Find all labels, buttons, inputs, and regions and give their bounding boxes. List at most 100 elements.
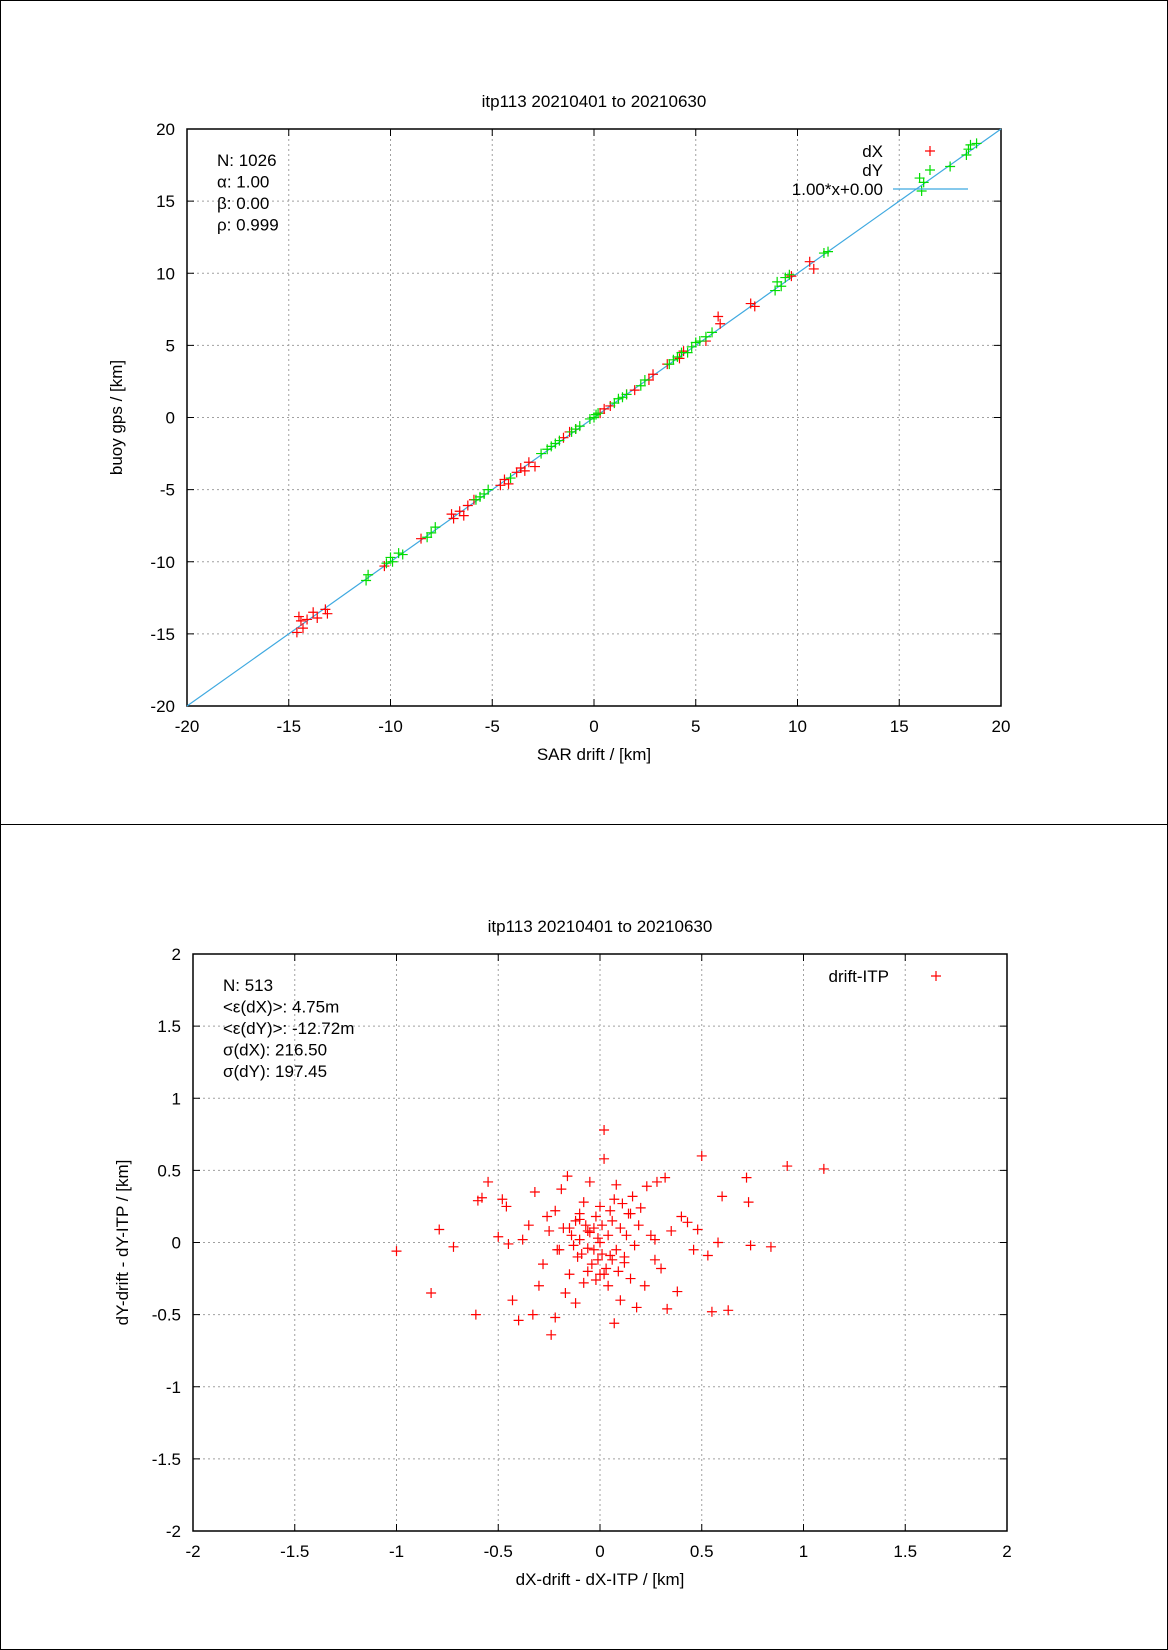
drift-itp-point xyxy=(688,1244,699,1255)
drift-itp-point xyxy=(625,1273,636,1284)
dy-point xyxy=(385,552,396,563)
drift-itp-point xyxy=(645,1230,656,1241)
drift-itp-point xyxy=(546,1329,557,1340)
x-tick-label: -20 xyxy=(175,717,200,736)
y-axis-label: buoy gps / [km] xyxy=(107,360,126,475)
dx-point xyxy=(674,353,685,364)
drift-itp-point xyxy=(588,1244,599,1255)
drift-itp-point xyxy=(590,1275,601,1286)
drift-itp-point xyxy=(595,1201,605,1212)
drift-itp-point xyxy=(527,1309,538,1320)
x-tick-label: 1.5 xyxy=(893,1542,917,1561)
y-tick-label: -0.5 xyxy=(152,1306,181,1325)
drift-itp-point xyxy=(493,1231,504,1242)
drift-itp-point xyxy=(595,1269,605,1280)
x-tick-label: 0 xyxy=(595,1542,604,1561)
plot-frame xyxy=(192,953,1008,1532)
dx-point xyxy=(312,613,323,624)
dy-point xyxy=(772,276,783,287)
dx-point xyxy=(599,403,610,414)
drift-itp-point xyxy=(448,1241,459,1252)
scatter-chart-drift-differences: -2 -1.5 -1 -0.5 0 0.5 1 1.5 2 -2 -1.5 -1 -0.5 0 0.5 1 1.… xyxy=(113,917,1012,1589)
drift-itp-point xyxy=(582,1243,593,1254)
y-tick-label: -10 xyxy=(150,553,175,572)
drift-itp-point xyxy=(745,1240,756,1251)
y-tick-label: 0 xyxy=(172,1234,181,1253)
y-tick-label: 1.5 xyxy=(157,1017,181,1036)
dy-point xyxy=(963,144,974,155)
drift-itp-point xyxy=(597,1249,608,1260)
x-tick-label: -15 xyxy=(276,717,301,736)
drift-itp-point xyxy=(609,1318,620,1329)
stats-line: σ(dX): 216.50 xyxy=(223,1041,327,1060)
stats-line: <ε(dY)>: -12.72m xyxy=(223,1019,354,1038)
drift-itp-point xyxy=(552,1244,563,1255)
dx-point xyxy=(715,318,726,329)
x-tick-label: 20 xyxy=(992,717,1011,736)
drift-itp-point xyxy=(599,1124,610,1135)
dy-point xyxy=(505,473,516,484)
drift-itp-point xyxy=(584,1176,595,1187)
y-tick-label: 20 xyxy=(156,120,175,139)
drift-itp-point xyxy=(529,1187,540,1198)
drift-itp-point xyxy=(741,1172,752,1183)
drift-itp-point xyxy=(578,1277,589,1288)
chart-panel-2: -2 -1.5 -1 -0.5 0 0.5 1 1.5 2 -2 -1.5 -1 -0.5 0 0.5 1 1.… xyxy=(0,824,1168,1650)
x-tick-label: 2 xyxy=(1002,1542,1011,1561)
dy-point xyxy=(584,413,595,424)
legend-label: dY xyxy=(862,161,883,180)
drift-itp-point xyxy=(607,1254,618,1265)
dx-point xyxy=(308,607,319,618)
drift-itp-point xyxy=(497,1194,508,1205)
drift-itp-point xyxy=(476,1192,487,1203)
dy-point xyxy=(483,484,494,495)
drift-itp-point xyxy=(607,1215,618,1226)
drift-itp-point xyxy=(706,1306,717,1317)
y-tick-label: 0 xyxy=(166,409,175,428)
drift-itp-point xyxy=(542,1211,553,1222)
drift-itp-point xyxy=(617,1198,628,1209)
drift-itp-point xyxy=(611,1244,622,1255)
drift-itp-point xyxy=(533,1280,544,1291)
dy-point xyxy=(574,421,585,432)
y-tick-label: -1 xyxy=(166,1378,181,1397)
drift-itp-point xyxy=(743,1197,754,1208)
drift-itp-point xyxy=(609,1194,620,1205)
drift-itp-point xyxy=(582,1225,593,1236)
dy-point xyxy=(479,488,490,499)
dx-point xyxy=(416,533,427,544)
chart-title: itp113 20210401 to 20210630 xyxy=(488,917,713,936)
drift-itp-point xyxy=(660,1172,671,1183)
drift-itp-point xyxy=(595,1237,605,1248)
dy-point xyxy=(664,359,675,370)
dy-point xyxy=(387,556,398,567)
y-axis-label: dY-drift - dY-ITP / [km] xyxy=(113,1160,132,1326)
y-tick-label: 15 xyxy=(156,192,175,211)
drift-itp-point xyxy=(633,1220,644,1231)
drift-itp-point xyxy=(692,1224,703,1235)
drift-itp-point xyxy=(603,1280,614,1291)
drift-itp-point xyxy=(818,1163,829,1174)
dy-point xyxy=(363,569,374,580)
dy-point xyxy=(918,177,929,188)
drift-itp-point xyxy=(649,1254,660,1265)
drift-itp-point xyxy=(651,1176,662,1187)
dy-point xyxy=(916,186,927,197)
drift-itp-point xyxy=(588,1223,599,1234)
dx-point xyxy=(678,346,689,357)
dx-point xyxy=(320,604,331,615)
drift-itp-point xyxy=(550,1312,561,1323)
drift-itp-point xyxy=(584,1227,595,1238)
dx-point xyxy=(749,301,760,312)
dy-point xyxy=(682,347,693,358)
drift-itp-point xyxy=(590,1211,601,1222)
dy-point xyxy=(945,161,956,172)
drift-itp-point xyxy=(566,1230,577,1241)
dy-point xyxy=(690,337,701,348)
drift-itp-point xyxy=(782,1161,793,1172)
dy-point xyxy=(707,327,718,338)
dx-point xyxy=(295,615,306,626)
dx-point xyxy=(804,256,815,267)
scatter-chart-sar-vs-gps: -20 -15 -10 -5 0 5 10 15 20 -20 -15 -10 -5 0 5 10 15 20 it… xyxy=(107,92,1011,764)
drift-itp-point xyxy=(503,1238,514,1249)
